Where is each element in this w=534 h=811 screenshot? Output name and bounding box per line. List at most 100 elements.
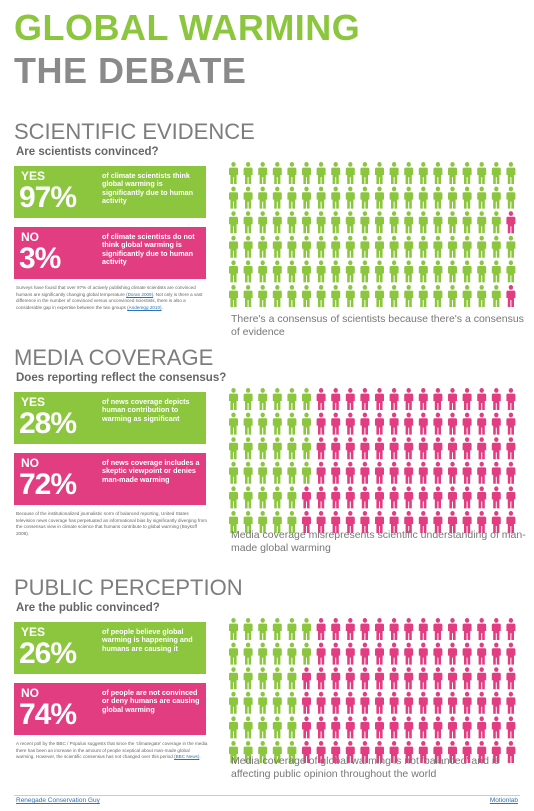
person-icon [258,186,268,209]
person-icon [272,285,282,307]
person-icon [462,186,472,209]
yes-label: YES [21,625,46,639]
person-icon [477,618,487,640]
person-icon [462,412,472,435]
person-icon [462,511,472,533]
person-icon [491,162,501,184]
no-percent: 72% [19,468,77,501]
person-icon [243,388,253,410]
person-icon [272,186,282,209]
person-icon [345,691,355,714]
person-icon [491,461,501,484]
person-icon [433,740,443,763]
person-icon [302,486,311,509]
person-icon [316,186,326,209]
person-icon [491,388,501,410]
person-icon [287,285,297,307]
person-icon [258,162,268,184]
person-icon [418,211,428,234]
person-icon [331,235,341,258]
person-icon [345,186,355,209]
person-icon [243,642,253,665]
person-icon [360,260,370,283]
person-icon [491,412,501,435]
person-icon [360,486,370,509]
person-icon [506,511,516,533]
person-icon [477,486,487,509]
person-icon [477,511,487,533]
person-icon [316,667,326,690]
person-icon [491,285,501,307]
person-icon [229,461,238,484]
person-icon [433,691,443,714]
person-icon [506,186,516,209]
person-icon [345,461,355,484]
person-icon [389,461,399,484]
section-question: Does reporting reflect the consensus? [16,372,227,384]
person-icon [491,211,501,234]
person-icon [389,285,399,307]
person-icon [243,486,253,509]
person-icon [302,260,311,283]
person-icon [404,667,414,690]
person-icon [287,486,297,509]
citation-link[interactable]: (BBC News) [174,754,200,760]
person-icon [272,211,282,234]
person-icon [462,716,472,739]
person-icon [506,235,516,258]
person-icon [360,617,370,640]
footer-credit-right[interactable]: Motionlab [489,797,518,804]
person-icon [477,260,487,283]
person-icon [448,437,457,460]
person-icon [243,461,253,484]
person-icon [302,642,311,665]
person-icon [243,667,253,690]
person-icon [331,486,341,509]
person-icon [375,486,384,509]
person-icon [360,186,370,209]
person-icon [287,437,297,460]
person-icon [448,617,457,640]
person-icon [243,260,253,283]
person-icon [389,691,399,714]
person-icon [448,740,457,763]
person-icon [243,235,253,258]
person-icon [287,741,297,763]
person-icon [389,486,399,509]
person-icon [345,162,355,184]
person-icon [418,716,428,739]
footer-credit-left[interactable]: Renegade Conservation Guy [16,797,100,804]
person-icon [302,186,311,209]
person-icon [229,511,238,533]
person-icon [462,618,472,640]
person-icon [477,388,487,410]
person-icon [375,667,384,690]
person-icon [360,461,370,484]
person-icon [331,162,341,184]
person-icon [418,617,428,640]
person-icon [243,511,253,533]
person-icon [229,186,238,209]
person-icon [433,437,443,460]
person-icon [243,186,253,209]
person-icon [433,642,443,665]
citation-link[interactable]: (Anderegg 2010) [127,304,162,310]
yes-percent: 97% [19,181,77,214]
yes-percent: 28% [19,407,77,440]
yes-description: of climate scientists think global warmi… [102,171,194,205]
person-icon [462,667,472,690]
person-icon [491,741,501,763]
citation-link[interactable]: (Doran 2009) [126,291,154,297]
person-icon [316,211,326,234]
person-icon [418,642,428,665]
person-icon [302,388,311,410]
person-icon [345,667,355,690]
person-icon [331,186,341,209]
person-icon [506,461,516,484]
person-icon [491,437,501,460]
person-icon [506,285,516,307]
person-icon [404,511,414,533]
person-icon [316,716,326,739]
person-icon [418,235,428,258]
person-icon [272,486,282,509]
